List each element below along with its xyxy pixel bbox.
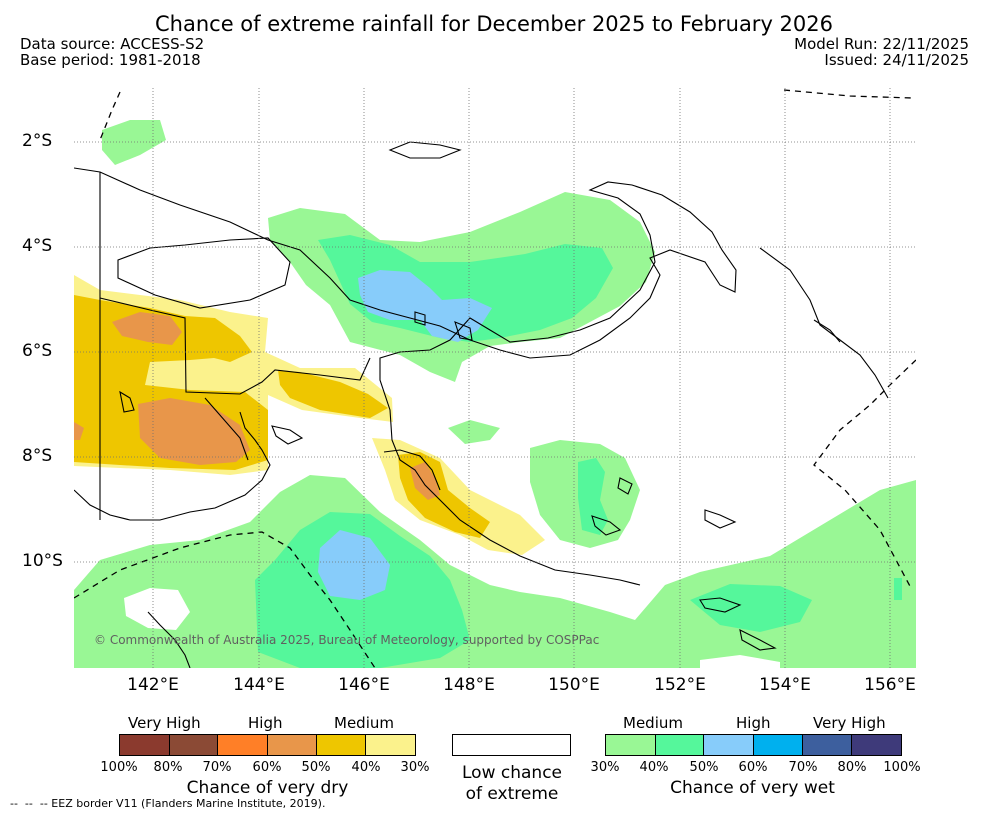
wet-tick: 70% <box>788 760 818 775</box>
dry-swatch-40-30 <box>366 735 416 755</box>
wet-tick: 100% <box>883 760 921 775</box>
dry-heading-high: High <box>248 714 283 732</box>
map-canvas <box>74 88 916 668</box>
low-chance-line1: Low chance <box>462 763 562 783</box>
dry-tick: 100% <box>100 760 138 775</box>
lon-label-146e: 146°E <box>338 675 390 695</box>
low-chance-region-south-2 <box>700 655 780 668</box>
wet-swatch-60-70 <box>754 735 803 755</box>
wet-very-light-north-region <box>358 270 492 342</box>
dry-swatch-50-40 <box>316 735 367 755</box>
dry-swatch-60-50 <box>268 735 317 755</box>
low-chance-caption: Low chance of extreme <box>432 763 592 805</box>
lat-label-4s: 4°S <box>22 236 53 256</box>
dry-high-region-2 <box>138 398 250 465</box>
wet-swatch-40-50 <box>655 735 705 755</box>
dry-tick: 80% <box>153 760 183 775</box>
wet-colorbar <box>605 734 902 756</box>
wet-swatch-30-40 <box>606 735 656 755</box>
lat-label-2s: 2°S <box>22 131 53 151</box>
lon-label-142e: 142°E <box>127 675 179 695</box>
wet-heading-medium: Medium <box>623 714 683 732</box>
wet-swatch-70-80 <box>802 735 853 755</box>
lon-label-156e: 156°E <box>864 675 916 695</box>
dry-swatch-80-70 <box>169 735 219 755</box>
dry-tick: 70% <box>202 760 232 775</box>
wet-tick: 30% <box>590 760 620 775</box>
eez-border-note: -- -- -- EEZ border V11 (Flanders Marine… <box>10 797 326 810</box>
wet-tick: 50% <box>689 760 719 775</box>
wet-heading-high: High <box>736 714 771 732</box>
wet-tick: 40% <box>639 760 669 775</box>
lon-label-154e: 154°E <box>759 675 811 695</box>
wet-very-light-south-region <box>318 530 390 600</box>
rainfall-map <box>74 88 916 668</box>
eez-borders <box>74 89 916 668</box>
wet-tick: 60% <box>738 760 768 775</box>
dry-medium-region-2 <box>278 370 388 418</box>
dry-tick: 30% <box>400 760 430 775</box>
lat-label-6s: 6°S <box>22 341 53 361</box>
source-info: Data source: ACCESS-S2 Base period: 1981… <box>20 36 204 68</box>
dry-colorbar <box>119 734 416 756</box>
wet-high-southeast-region-2 <box>690 584 812 632</box>
lon-label-148e: 148°E <box>443 675 495 695</box>
dry-swatch-70-60 <box>218 735 269 755</box>
dry-swatch-100-80 <box>120 735 170 755</box>
copyright-notice: © Commonwealth of Australia 2025, Bureau… <box>94 633 600 647</box>
model-run: Model Run: 22/11/2025 <box>794 35 969 53</box>
dry-high-region-4 <box>410 462 440 500</box>
issued-date: Issued: 24/11/2025 <box>824 51 969 69</box>
wet-caption: Chance of very wet <box>670 778 835 798</box>
lon-label-150e: 150°E <box>548 675 600 695</box>
dry-heading-very-high: Very High <box>128 714 201 732</box>
wet-swatch-50-60 <box>704 735 755 755</box>
run-info: Model Run: 22/11/2025 Issued: 24/11/2025 <box>794 36 969 68</box>
lon-label-152e: 152°E <box>654 675 706 695</box>
low-chance-swatch <box>452 734 571 756</box>
dry-tick: 50% <box>301 760 331 775</box>
dry-high-region-3 <box>74 422 84 440</box>
wet-swatch-80-100 <box>852 735 902 755</box>
data-source: Data source: ACCESS-S2 <box>20 35 205 53</box>
lat-label-8s: 8°S <box>22 446 53 466</box>
dry-caption: Chance of very dry <box>186 778 349 798</box>
map-title: Chance of extreme rainfall for December … <box>155 12 833 36</box>
low-chance-line2: of extreme <box>465 784 559 804</box>
wet-heading-very-high: Very High <box>813 714 886 732</box>
wet-high-east-region <box>894 578 902 600</box>
wet-medium-north-region-2 <box>102 120 166 165</box>
graticule <box>74 88 916 668</box>
low-chance-region-south <box>124 588 190 630</box>
dry-tick: 40% <box>351 760 381 775</box>
wet-tick: 80% <box>837 760 867 775</box>
wet-medium-north-region-3 <box>448 420 500 444</box>
dry-high-region <box>112 312 182 345</box>
lon-label-144e: 144°E <box>233 675 285 695</box>
lat-label-10s: 10°S <box>22 551 63 571</box>
dry-heading-medium: Medium <box>334 714 394 732</box>
dry-tick: 60% <box>252 760 282 775</box>
wet-high-southeast-region <box>578 458 608 535</box>
base-period: Base period: 1981-2018 <box>20 51 201 69</box>
